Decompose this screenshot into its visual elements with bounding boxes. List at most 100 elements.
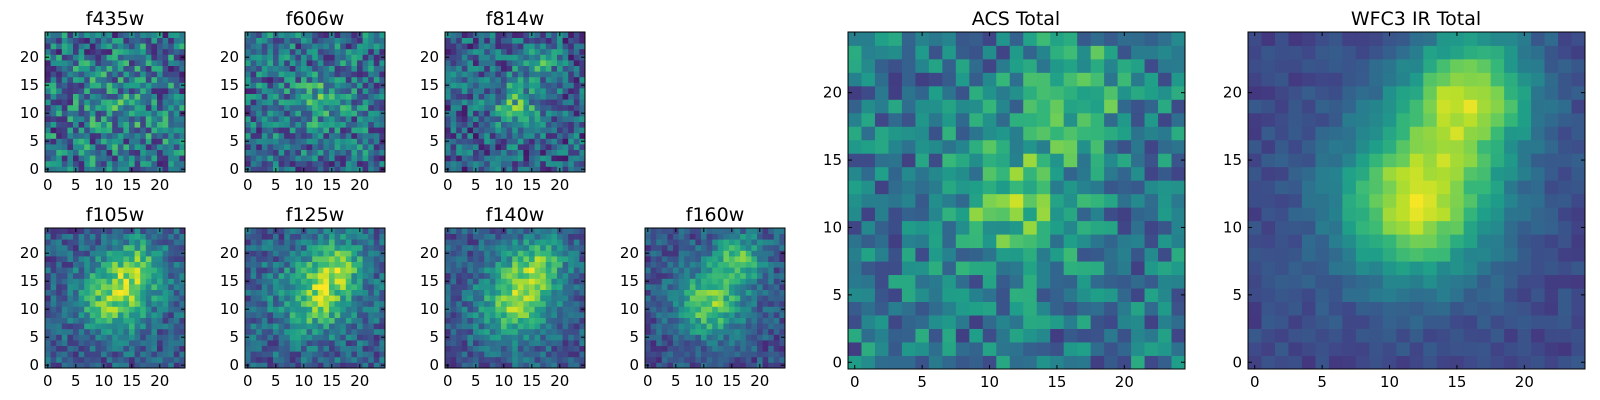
heatmap-cell	[151, 121, 158, 128]
heatmap-cell	[256, 267, 263, 274]
heatmap-cell	[534, 300, 541, 307]
heatmap-cell	[50, 300, 57, 307]
heatmap-cell	[450, 233, 457, 240]
heatmap-cell	[467, 160, 474, 167]
heatmap-cell	[250, 244, 257, 251]
heatmap-cell	[56, 104, 63, 111]
heatmap-cell	[506, 37, 513, 44]
heatmap-cell	[723, 328, 730, 335]
heatmap-cell	[129, 110, 135, 117]
heatmap-cell	[568, 88, 575, 94]
heatmap-cell	[117, 76, 124, 83]
heatmap-cell	[768, 284, 775, 290]
heatmap-cell	[157, 312, 163, 318]
heatmap-cell	[78, 93, 85, 100]
heatmap-cell	[278, 116, 285, 122]
heatmap-cell	[379, 65, 386, 72]
heatmap-cell	[745, 340, 752, 346]
heatmap-cell	[495, 104, 502, 111]
heatmap-cell	[89, 340, 96, 346]
heatmap-cell	[295, 132, 302, 139]
heatmap-cell	[773, 323, 780, 330]
heatmap-cell	[478, 43, 485, 50]
heatmap-cell	[689, 351, 696, 358]
heatmap-cell	[329, 60, 335, 66]
plot-frame	[444, 31, 586, 173]
heatmap-cell	[101, 351, 107, 358]
heatmap-cell	[357, 345, 363, 352]
heatmap-cell	[740, 356, 747, 363]
heatmap-cell	[61, 261, 68, 268]
heatmap-cell	[512, 54, 519, 61]
heatmap-cell	[557, 345, 563, 352]
heatmap-cell	[762, 267, 769, 274]
heatmap-cell	[179, 76, 186, 83]
heatmap-cell	[61, 160, 68, 167]
heatmap-cell	[545, 166, 552, 173]
heatmap-cell	[162, 132, 169, 139]
heatmap-cell	[773, 228, 780, 234]
heatmap-cell	[517, 284, 524, 290]
heatmap-cell	[84, 48, 91, 55]
heatmap-cell	[145, 93, 152, 100]
heatmap-cell	[101, 239, 107, 246]
heatmap-cell	[179, 60, 186, 66]
heatmap-cell	[50, 278, 57, 285]
heatmap-cell	[295, 76, 302, 83]
heatmap-cell	[151, 37, 158, 44]
heatmap-cell	[45, 71, 51, 78]
heatmap-cell	[357, 244, 363, 251]
heatmap-cell	[678, 267, 685, 274]
heatmap-cell	[351, 284, 358, 290]
heatmap-cell	[545, 256, 552, 262]
heatmap-cell	[140, 48, 147, 55]
heatmap-cell	[357, 317, 363, 324]
heatmap-cell	[284, 250, 291, 257]
heatmap-cell	[379, 340, 386, 346]
heatmap-cell	[740, 312, 747, 318]
heatmap-cell	[340, 284, 347, 290]
heatmap-cell	[323, 356, 330, 363]
heatmap-cell	[89, 267, 96, 274]
heatmap-cell	[484, 312, 491, 318]
heatmap-cell	[489, 295, 496, 302]
heatmap-cell	[650, 250, 657, 257]
heatmap-cell	[312, 166, 319, 173]
heatmap-cell	[874, 180, 889, 195]
heatmap-cell	[523, 323, 530, 330]
heatmap-cell	[106, 93, 113, 100]
heatmap-cell	[573, 116, 580, 122]
heatmap-cell	[73, 82, 79, 89]
heatmap-cell	[334, 116, 341, 122]
heatmap-cell	[673, 272, 679, 279]
heatmap-cell	[456, 356, 463, 363]
heatmap-cell	[1117, 247, 1132, 262]
heatmap-cell	[551, 82, 558, 89]
heatmap-cell	[245, 116, 251, 122]
heatmap-cell	[162, 138, 169, 145]
heatmap-cell	[729, 284, 735, 290]
heatmap-cell	[1104, 180, 1118, 195]
heatmap-cell	[1171, 220, 1186, 235]
heatmap-cell	[656, 233, 663, 240]
heatmap-cell	[117, 99, 124, 106]
heatmap-cell	[506, 228, 513, 234]
heatmap-cell	[484, 256, 491, 262]
heatmap-cell	[712, 278, 719, 285]
heatmap-cell	[478, 351, 485, 358]
heatmap-cell	[73, 65, 79, 72]
heatmap-cell	[445, 76, 451, 83]
x-tick-label: 5	[671, 372, 681, 390]
heatmap-cell	[1104, 193, 1118, 208]
heatmap-cell	[168, 328, 175, 335]
heatmap-cell	[179, 328, 186, 335]
heatmap-cell	[45, 160, 51, 167]
heatmap-cell	[373, 93, 380, 100]
heatmap-cell	[261, 110, 268, 117]
heatmap-cell	[545, 149, 552, 156]
heatmap-cell	[295, 340, 302, 346]
heatmap-cell	[67, 228, 74, 234]
heatmap-cell	[489, 127, 496, 134]
heatmap-cell	[329, 317, 335, 324]
heatmap-cell	[456, 32, 463, 38]
